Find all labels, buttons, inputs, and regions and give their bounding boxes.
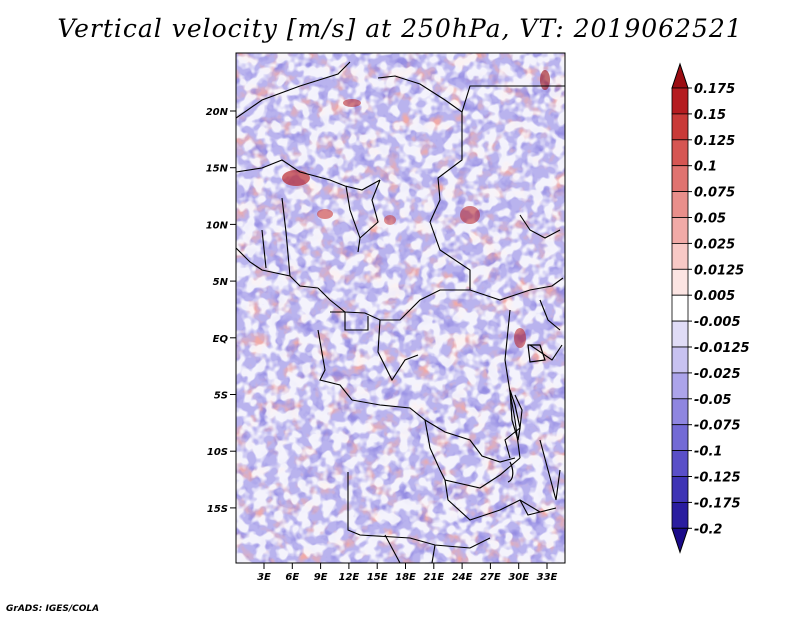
- lon-tick-label: 30E: [508, 572, 529, 583]
- colorbar-label: 0.175: [694, 82, 735, 97]
- lat-tick-label: 10S: [207, 447, 228, 458]
- colorbar-label: -0.075: [694, 419, 741, 434]
- lon-tick-label: 3E: [257, 572, 271, 583]
- latitude-axis: 20N 15N 10N 5N EQ 5S 10S 15S: [206, 107, 236, 515]
- lat-tick-label: 5S: [214, 391, 228, 402]
- colorbar-segment: [671, 87, 689, 115]
- colorbar-segment: [671, 398, 689, 426]
- country-borders: [236, 61, 565, 563]
- colorbar-segment: [671, 294, 689, 322]
- colorbar-label: 0.005: [694, 289, 735, 304]
- colorbar-segment: [671, 165, 689, 192]
- lon-tick-label: 15E: [367, 572, 388, 583]
- lon-tick-label: 21E: [423, 572, 444, 583]
- colorbar-label: -0.125: [694, 471, 741, 486]
- colorbar-label: -0.0125: [694, 341, 750, 356]
- lat-tick-label: EQ: [213, 334, 229, 345]
- colorbar-segment: [671, 191, 689, 218]
- colorbar-label: 0.075: [694, 186, 735, 201]
- colorbar-bottom-arrow: [671, 527, 689, 554]
- lakes: [507, 344, 546, 483]
- lat-tick-label: 15S: [207, 504, 228, 515]
- lon-tick-label: 6E: [285, 572, 299, 583]
- map-frame: [235, 52, 566, 564]
- colorbar-label: 0.05: [694, 212, 726, 227]
- colorbar-segment: [671, 242, 689, 270]
- lat-tick-label: 5N: [213, 277, 229, 288]
- colorbar-segment: [671, 476, 689, 503]
- colorbar-label: -0.1: [694, 445, 722, 460]
- colorbar-label: 0.15: [694, 108, 726, 123]
- longitude-axis: 3E 6E 9E 12E 15E 18E 21E 24E 27E 30E 33E: [257, 563, 558, 583]
- colorbar-segment: [671, 450, 689, 477]
- lat-tick-label: 10N: [206, 220, 229, 231]
- lon-tick-label: 33E: [537, 572, 558, 583]
- lat-tick-label: 15N: [206, 164, 229, 175]
- lon-tick-label: 24E: [452, 572, 473, 583]
- lon-tick-label: 12E: [339, 572, 360, 583]
- colorbar-segment: [671, 501, 689, 529]
- colorbar-segment: [671, 139, 689, 167]
- colorbar-segment: [671, 346, 689, 374]
- colorbar-segment: [671, 320, 689, 348]
- lon-tick-label: 27E: [480, 572, 501, 583]
- colorbar-label: 0.125: [694, 134, 735, 149]
- colorbar-label: -0.005: [694, 315, 741, 330]
- colorbar-segment: [671, 424, 689, 452]
- colorbar-segment: [671, 268, 689, 296]
- lat-tick-label: 20N: [206, 107, 229, 118]
- colorbar-label: -0.175: [694, 496, 741, 511]
- convection-hotspots: [282, 70, 550, 348]
- colorbar-segment: [671, 217, 689, 244]
- velocity-field: [236, 53, 565, 563]
- lon-tick-label: 9E: [314, 572, 328, 583]
- colorbar: 0.175 0.15 0.125 0.1 0.075 0.05 0.025 0.0125 0.0…: [671, 62, 750, 554]
- colorbar-label: 0.025: [694, 237, 735, 252]
- colorbar-label: 0.0125: [694, 263, 744, 278]
- colorbar-top-arrow: [671, 62, 689, 89]
- chart-title: Vertical velocity [m/s] at 250hPa, VT: 2…: [57, 14, 743, 43]
- colorbar-segment: [671, 113, 689, 141]
- grads-credit: GrADS: IGES/COLA: [6, 604, 100, 614]
- colorbar-label: -0.05: [694, 393, 731, 408]
- colorbar-segment: [671, 372, 689, 400]
- colorbar-label: 0.1: [694, 160, 717, 175]
- lon-tick-label: 18E: [395, 572, 416, 583]
- colorbar-label: -0.2: [694, 522, 722, 537]
- colorbar-label: -0.025: [694, 367, 741, 382]
